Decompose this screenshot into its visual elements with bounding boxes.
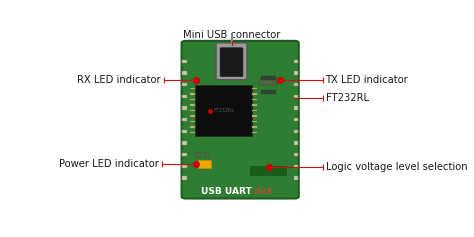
Bar bbox=[182, 141, 187, 145]
Bar bbox=[190, 132, 195, 133]
Bar bbox=[190, 115, 195, 117]
Text: click: click bbox=[254, 187, 274, 196]
Bar bbox=[293, 176, 299, 180]
Text: FT232RL: FT232RL bbox=[326, 93, 369, 103]
Bar bbox=[293, 106, 299, 110]
Bar bbox=[252, 99, 257, 100]
Bar bbox=[182, 176, 187, 180]
Text: Power LED indicator: Power LED indicator bbox=[59, 160, 158, 169]
Bar bbox=[190, 121, 195, 122]
Bar bbox=[195, 153, 201, 157]
Text: FT232RL: FT232RL bbox=[213, 108, 234, 113]
Bar bbox=[182, 165, 187, 168]
FancyBboxPatch shape bbox=[220, 48, 243, 77]
Bar bbox=[252, 132, 257, 133]
Text: Mini USB connector: Mini USB connector bbox=[183, 30, 280, 40]
Bar bbox=[190, 99, 195, 100]
FancyBboxPatch shape bbox=[216, 43, 247, 80]
Bar bbox=[182, 60, 187, 63]
Bar bbox=[261, 90, 276, 94]
Bar bbox=[182, 130, 187, 133]
Bar bbox=[252, 121, 257, 122]
Bar bbox=[190, 93, 195, 95]
Bar bbox=[252, 104, 257, 106]
Bar bbox=[182, 71, 187, 75]
Bar bbox=[293, 165, 299, 168]
Bar bbox=[293, 60, 299, 63]
Bar bbox=[293, 130, 299, 133]
Bar bbox=[293, 153, 299, 156]
FancyBboxPatch shape bbox=[182, 41, 299, 199]
Bar bbox=[293, 71, 299, 75]
Text: RX LED indicator: RX LED indicator bbox=[77, 75, 160, 86]
Bar bbox=[252, 93, 257, 95]
Text: USB UART: USB UART bbox=[201, 187, 252, 196]
Bar bbox=[259, 79, 276, 85]
Bar bbox=[204, 153, 210, 157]
Bar bbox=[190, 88, 195, 90]
Bar bbox=[182, 153, 187, 156]
Bar bbox=[190, 126, 195, 128]
Bar bbox=[252, 126, 257, 128]
Bar bbox=[190, 104, 195, 106]
Bar bbox=[250, 166, 287, 176]
Bar bbox=[198, 160, 211, 169]
Bar bbox=[261, 76, 276, 80]
Bar bbox=[252, 115, 257, 117]
Bar bbox=[293, 118, 299, 121]
Bar bbox=[182, 83, 187, 86]
Text: Logic voltage level selection: Logic voltage level selection bbox=[326, 162, 467, 172]
Bar bbox=[182, 95, 187, 98]
Text: TX LED indicator: TX LED indicator bbox=[326, 75, 408, 86]
Bar bbox=[190, 110, 195, 111]
Bar bbox=[293, 141, 299, 145]
Bar bbox=[293, 95, 299, 98]
Bar bbox=[252, 110, 257, 111]
Bar bbox=[182, 118, 187, 121]
Bar bbox=[252, 88, 257, 90]
Bar bbox=[293, 83, 299, 86]
Bar bbox=[195, 85, 252, 136]
Bar bbox=[182, 106, 187, 110]
